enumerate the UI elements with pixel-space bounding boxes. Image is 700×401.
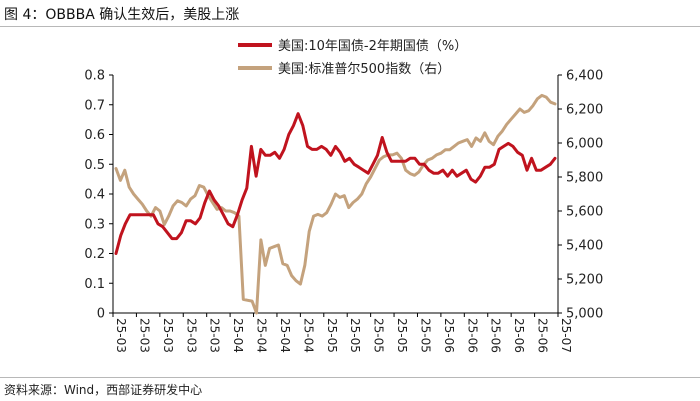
x-tick-label: 25-04 — [231, 318, 245, 353]
x-tick-label: 25-03 — [184, 318, 198, 353]
series-line-spx500 — [114, 93, 557, 315]
x-tick-label: 25-03 — [208, 318, 222, 353]
series-line-yield-spread — [114, 112, 557, 255]
x-tick-label: 25-05 — [325, 318, 339, 353]
x-tick-label: 25-06 — [465, 318, 479, 353]
left-tick-label: 0.1 — [84, 277, 105, 292]
x-tick-label: 25-03 — [137, 318, 151, 353]
x-tick-label: 25-05 — [418, 318, 432, 353]
figure-title: 图 4：OBBBA 确认生效后，美股上涨 — [4, 7, 240, 23]
right-tick-label: 5,800 — [566, 171, 603, 186]
right-tick-label: 6,400 — [566, 69, 603, 84]
x-tick-label: 25-06 — [536, 318, 550, 353]
right-tick-label: 6,200 — [566, 103, 603, 118]
top-divider — [0, 26, 700, 27]
x-tick-label: 25-07 — [559, 318, 573, 353]
source-note: 资料来源：Wind，西部证券研发中心 — [4, 383, 203, 397]
x-tick-label: 25-05 — [395, 318, 409, 353]
left-tick-label: 0.8 — [84, 69, 105, 84]
right-tick-label: 6,000 — [566, 137, 603, 152]
left-tick-label: 0.7 — [84, 98, 105, 113]
legend-label-yield-spread: 美国:10年国债-2年期国债（%） — [278, 39, 467, 54]
x-tick-label: 25-06 — [512, 318, 526, 353]
left-tick-label: 0.2 — [84, 247, 105, 262]
bottom-divider — [0, 377, 700, 378]
x-tick-label: 25-04 — [278, 318, 292, 353]
x-tick-label: 25-05 — [372, 318, 386, 353]
right-tick-label: 5,000 — [566, 307, 603, 322]
left-tick-label: 0 — [97, 307, 105, 322]
x-tick-label: 25-06 — [442, 318, 456, 353]
left-tick-label: 0.6 — [84, 128, 105, 143]
x-tick-label: 25-04 — [255, 318, 269, 353]
right-tick-label: 5,600 — [566, 205, 603, 220]
x-tick-label: 25-03 — [161, 318, 175, 353]
x-tick-label: 25-03 — [114, 318, 128, 353]
left-tick-label: 0.3 — [84, 217, 105, 232]
left-tick-label: 0.4 — [84, 188, 105, 203]
left-tick-label: 0.5 — [84, 158, 105, 173]
x-tick-label: 25-06 — [489, 318, 503, 353]
x-tick-label: 25-04 — [301, 318, 315, 353]
right-tick-label: 5,200 — [566, 273, 603, 288]
right-tick-label: 5,400 — [566, 239, 603, 254]
legend-label-spx500: 美国:标准普尔500指数（右） — [278, 62, 450, 77]
x-tick-label: 25-05 — [348, 318, 362, 353]
